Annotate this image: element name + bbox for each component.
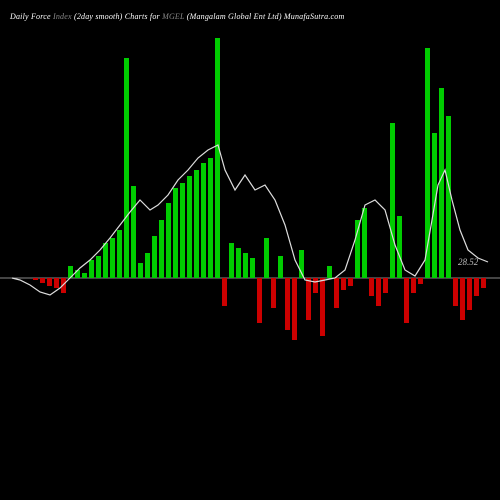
current-value-label: 28.52 <box>458 257 478 267</box>
chart-svg <box>0 0 500 500</box>
force-index-chart: Daily Force Index (2day smooth) Charts f… <box>0 0 500 500</box>
